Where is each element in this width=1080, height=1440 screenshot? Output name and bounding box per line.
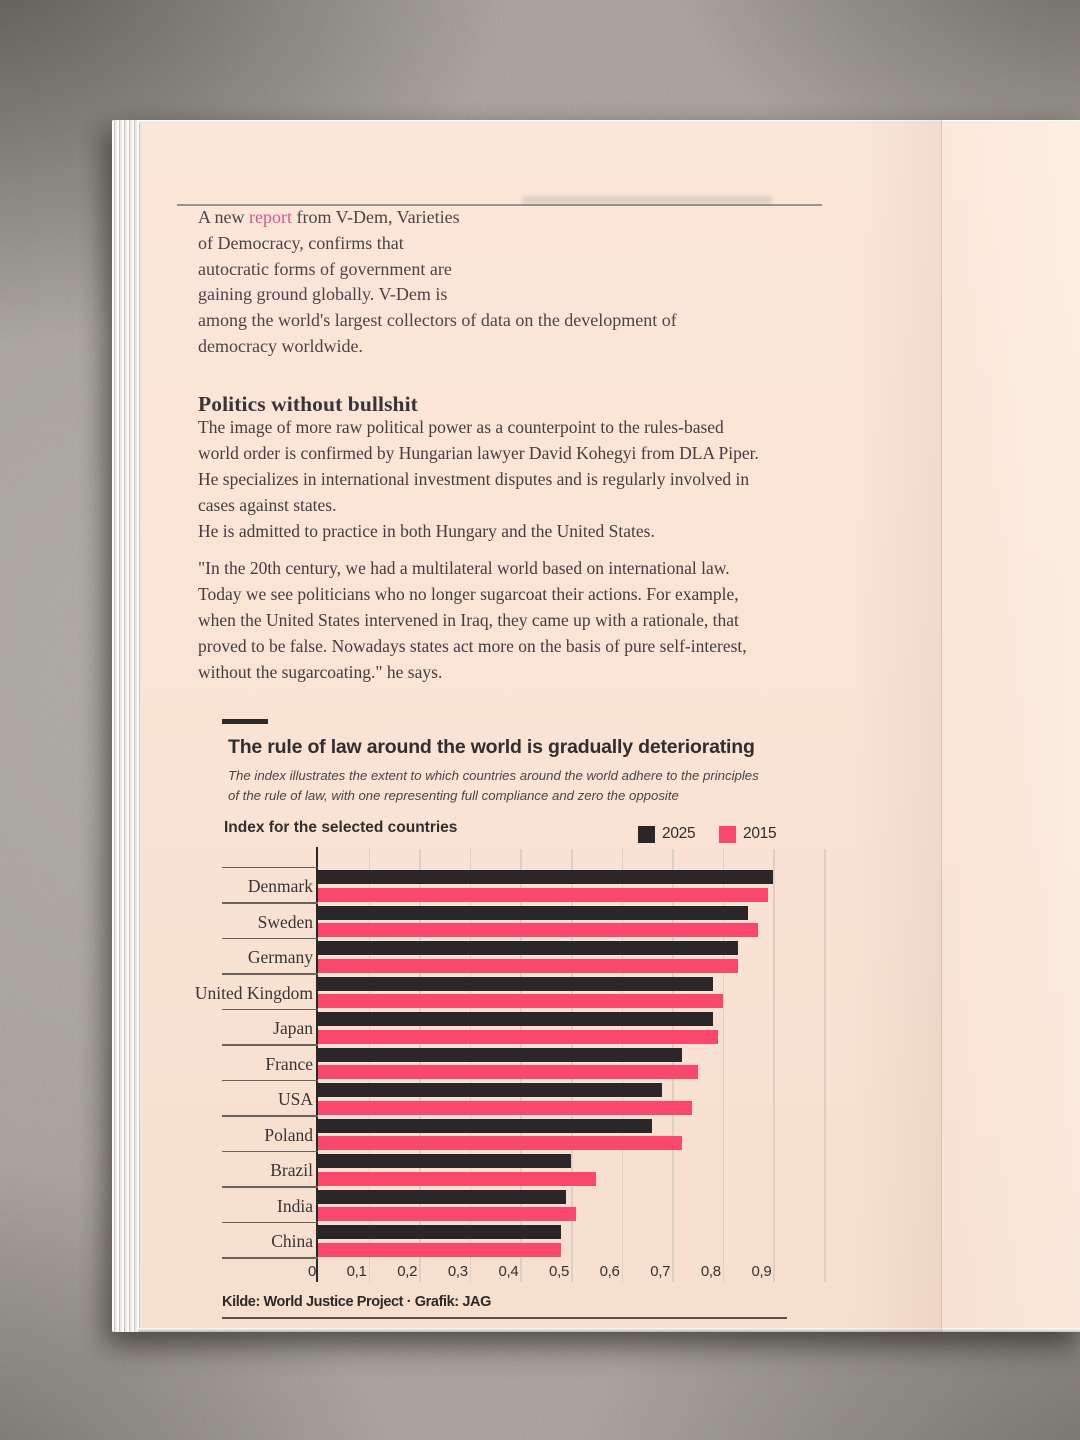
bar-2015 <box>318 1171 597 1186</box>
country-label: China <box>271 1231 313 1251</box>
bar-2015 <box>318 1100 693 1115</box>
intro-rest-lines: of Democracy, confirms that autocratic f… <box>198 232 677 356</box>
chart-title: The rule of law around the world is grad… <box>228 736 755 758</box>
bar-2025 <box>318 1012 713 1026</box>
bar-2025 <box>318 976 713 991</box>
bar-2025 <box>318 1047 683 1062</box>
report-link[interactable]: report <box>249 207 292 227</box>
bottom-rule <box>222 1317 787 1319</box>
bar-2025 <box>318 905 749 920</box>
bar-2015 <box>318 1207 577 1221</box>
country-label: Sweden <box>257 911 313 932</box>
bar-2025 <box>318 1225 561 1239</box>
country-label: Brazil <box>270 1160 313 1180</box>
bar-2025 <box>318 1083 663 1097</box>
x-tick-label: 0,5 <box>549 1263 569 1280</box>
section-heading: Politics without bullshit <box>198 392 418 416</box>
bar-2025 <box>318 1189 566 1204</box>
x-tick-label: 0,3 <box>447 1263 468 1280</box>
chart-subtitle: The index illustrates the extent to whic… <box>228 768 759 803</box>
row-separator <box>222 973 318 975</box>
bar-2015 <box>318 923 759 937</box>
page-stack-left <box>112 120 142 1332</box>
x-tick-label: 0,9 <box>751 1263 772 1280</box>
quote-paragraph: "In the 20th century, we had a multilate… <box>198 558 747 682</box>
intro-pre: A new <box>198 207 249 227</box>
bar-2015 <box>318 958 738 973</box>
row-separator <box>222 1008 318 1010</box>
kicker-dash <box>222 719 268 724</box>
page-crease <box>941 120 942 1332</box>
country-label: India <box>277 1195 313 1216</box>
row-separator <box>222 1257 318 1259</box>
chart-index-label: Index for the selected countries <box>224 819 458 836</box>
bar-2015 <box>318 887 769 902</box>
x-tick-label: 0,7 <box>650 1263 671 1280</box>
country-label: Germany <box>247 947 313 967</box>
showthrough-smudge <box>522 196 772 204</box>
bar-2015 <box>318 994 723 1008</box>
legend-label-2025: 2025 <box>662 825 696 842</box>
country-label: Denmark <box>247 876 313 896</box>
x-tick-label: 0,4 <box>498 1263 519 1280</box>
row-separator <box>222 1044 318 1046</box>
intro-paragraph: A new report from V-Dem, Varieties of De… <box>198 205 848 360</box>
country-label: Poland <box>264 1124 313 1145</box>
row-separator <box>222 1221 318 1223</box>
bar-2015 <box>318 1136 683 1150</box>
bar-2025 <box>318 941 738 955</box>
legend-swatch-2015 <box>719 826 736 843</box>
magazine-page <box>112 120 1080 1332</box>
row-separator <box>222 1079 318 1081</box>
page-bottom-edge <box>138 1328 1080 1332</box>
country-label: USA <box>277 1089 313 1109</box>
bar-2025 <box>318 870 774 884</box>
row-separator <box>222 937 318 939</box>
gridline <box>824 849 826 1282</box>
row-separator <box>222 1150 318 1152</box>
x-tick-label: 0,1 <box>346 1263 367 1280</box>
page-right-light <box>942 120 1080 1332</box>
country-label: France <box>265 1053 313 1074</box>
x-tick-label: 0,6 <box>599 1263 620 1280</box>
country-label: Japan <box>273 1018 313 1038</box>
bar-2015 <box>318 1029 718 1044</box>
x-tick-label: 0 <box>307 1263 316 1280</box>
row-separator <box>222 902 318 904</box>
row-separator <box>222 1186 318 1188</box>
bar-2025 <box>318 1118 652 1133</box>
top-rule <box>177 204 822 206</box>
chart-source: Kilde: World Justice Project · Grafik: J… <box>222 1294 491 1310</box>
country-label: United Kingdom <box>194 982 313 1003</box>
y-axis-line <box>315 847 318 1282</box>
intro-line1-post: from V-Dem, Varieties <box>291 207 460 227</box>
body-paragraph: The image of more raw political power as… <box>198 417 759 541</box>
gridline <box>722 849 725 1282</box>
x-tick-label: 0,2 <box>397 1263 418 1280</box>
legend-label-2015: 2015 <box>743 825 777 842</box>
bar-2015 <box>318 1065 698 1079</box>
bar-2025 <box>318 1154 571 1168</box>
bar-2015 <box>318 1242 561 1257</box>
x-tick-label: 0,8 <box>700 1263 721 1280</box>
page-top-edge <box>138 120 1080 123</box>
page-gutter-shadow <box>852 120 941 1332</box>
row-separator <box>222 866 318 868</box>
legend-swatch-2025 <box>638 826 655 843</box>
gridline <box>773 849 775 1282</box>
row-separator <box>222 1115 318 1117</box>
